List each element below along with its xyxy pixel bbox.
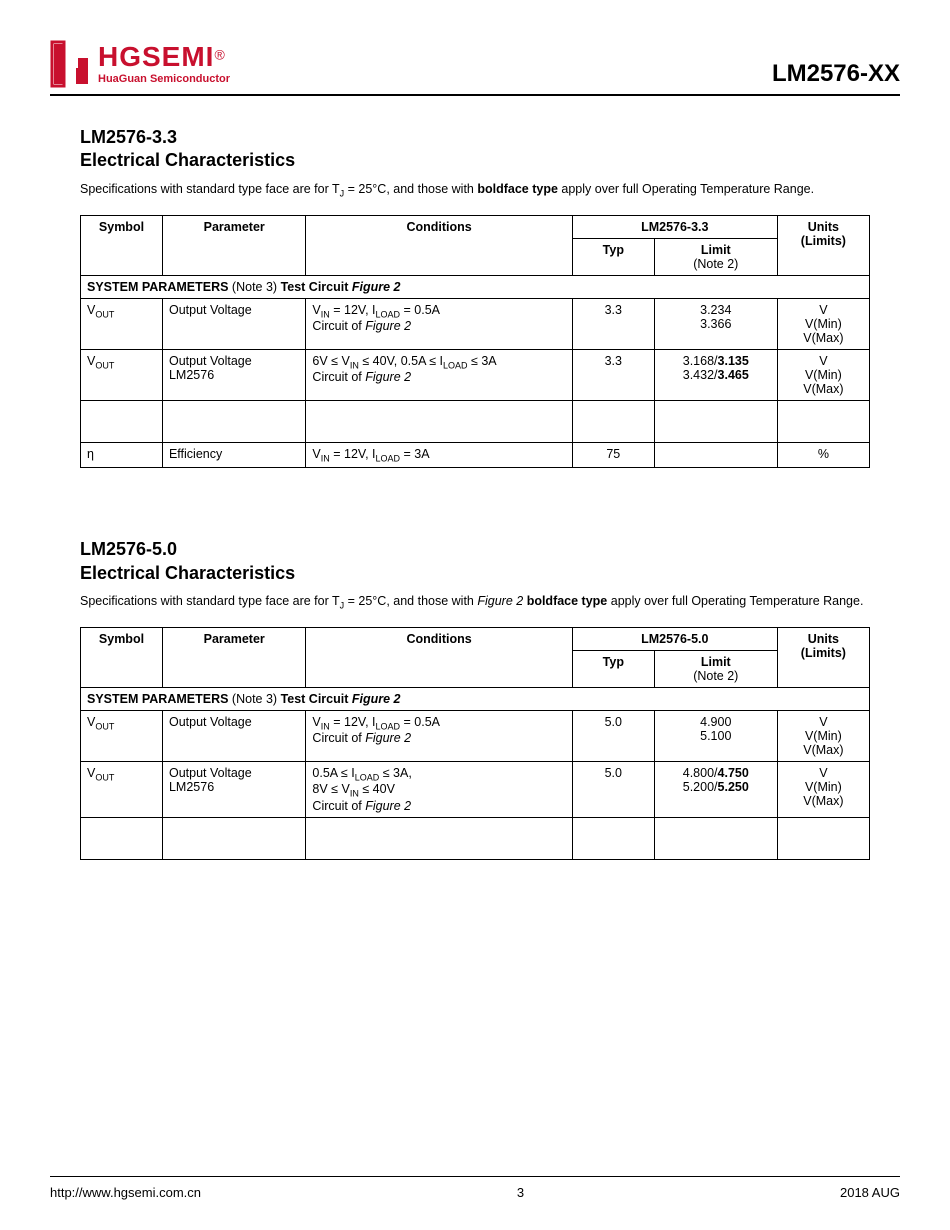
- cell-limit: 3.234 3.366: [654, 298, 777, 349]
- section2-spec-note: Specifications with standard type face a…: [80, 591, 870, 613]
- th-units: Units (Limits): [777, 627, 869, 687]
- cell-units: V V(Min) V(Max): [777, 761, 869, 817]
- th-parameter: Parameter: [162, 215, 305, 275]
- cell-conditions: VIN = 12V, ILOAD = 0.5A Circuit of Figur…: [306, 710, 572, 761]
- section2-title-part: LM2576-5.0: [80, 539, 177, 559]
- cell-symbol: VOUT: [81, 298, 163, 349]
- cell-limit: 4.800/4.750 5.200/5.250: [654, 761, 777, 817]
- logo-registered-icon: ®: [214, 47, 224, 63]
- table-row: VOUT Output VoltageLM2576 6V ≤ VIN ≤ 40V…: [81, 349, 870, 400]
- th-units: Units (Limits): [777, 215, 869, 275]
- th-symbol: Symbol: [81, 215, 163, 275]
- th-parameter: Parameter: [162, 627, 305, 687]
- th-limit: Limit (Note 2): [654, 650, 777, 687]
- cell-limit: 3.168/3.135 3.432/3.465: [654, 349, 777, 400]
- table-empty-row: [81, 817, 870, 859]
- footer-page-number: 3: [517, 1185, 524, 1200]
- th-conditions: Conditions: [306, 215, 572, 275]
- th-device: LM2576-5.0: [572, 627, 777, 650]
- cell-typ: 75: [572, 442, 654, 468]
- section2-table: Symbol Parameter Conditions LM2576-5.0 U…: [80, 627, 870, 860]
- th-typ: Typ: [572, 650, 654, 687]
- cell-conditions: 0.5A ≤ ILOAD ≤ 3A, 8V ≤ VIN ≤ 40V Circui…: [306, 761, 572, 817]
- system-params-row: SYSTEM PARAMETERS (Note 3) Test Circuit …: [81, 275, 870, 298]
- cell-typ: 5.0: [572, 761, 654, 817]
- cell-parameter: Output VoltageLM2576: [162, 761, 305, 817]
- th-conditions: Conditions: [306, 627, 572, 687]
- th-typ: Typ: [572, 238, 654, 275]
- datasheet-page: HGSEMI® HuaGuan Semiconductor LM2576-XX …: [0, 0, 950, 1230]
- section1-title: LM2576-3.3 Electrical Characteristics: [80, 126, 870, 173]
- part-number: LM2576-XX: [772, 60, 900, 88]
- logo-block: HGSEMI® HuaGuan Semiconductor: [50, 40, 230, 88]
- cell-typ: 3.3: [572, 298, 654, 349]
- cell-units: V V(Min) V(Max): [777, 298, 869, 349]
- table-header-row: Symbol Parameter Conditions LM2576-5.0 U…: [81, 627, 870, 650]
- cell-units: V V(Min) V(Max): [777, 710, 869, 761]
- cell-units: V V(Min) V(Max): [777, 349, 869, 400]
- cell-units: %: [777, 442, 869, 468]
- cell-conditions: 6V ≤ VIN ≤ 40V, 0.5A ≤ ILOAD ≤ 3A Circui…: [306, 349, 572, 400]
- cell-symbol: η: [81, 442, 163, 468]
- cell-parameter: Output VoltageLM2576: [162, 349, 305, 400]
- cell-typ: 5.0: [572, 710, 654, 761]
- table-row-efficiency: η Efficiency VIN = 12V, ILOAD = 3A 75 %: [81, 442, 870, 468]
- cell-parameter: Efficiency: [162, 442, 305, 468]
- logo-main-text: HGSEMI: [98, 41, 214, 72]
- section1-spec-note: Specifications with standard type face a…: [80, 179, 870, 201]
- th-symbol: Symbol: [81, 627, 163, 687]
- footer-url: http://www.hgsemi.com.cn: [50, 1185, 201, 1200]
- cell-symbol: VOUT: [81, 349, 163, 400]
- cell-typ: 3.3: [572, 349, 654, 400]
- page-content: LM2576-3.3 Electrical Characteristics Sp…: [50, 126, 900, 860]
- logo-text: HGSEMI® HuaGuan Semiconductor: [98, 43, 230, 85]
- table-empty-row: [81, 400, 870, 442]
- logo-icon: [50, 40, 92, 88]
- table-header-row: Symbol Parameter Conditions LM2576-3.3 U…: [81, 215, 870, 238]
- cell-symbol: VOUT: [81, 710, 163, 761]
- section1-title-subtitle: Electrical Characteristics: [80, 150, 295, 170]
- cell-symbol: VOUT: [81, 761, 163, 817]
- section2-title-subtitle: Electrical Characteristics: [80, 563, 295, 583]
- th-device: LM2576-3.3: [572, 215, 777, 238]
- logo-subtitle: HuaGuan Semiconductor: [98, 73, 230, 85]
- section2-title: LM2576-5.0 Electrical Characteristics: [80, 538, 870, 585]
- th-limit: Limit (Note 2): [654, 238, 777, 275]
- page-header: HGSEMI® HuaGuan Semiconductor LM2576-XX: [50, 40, 900, 96]
- cell-parameter: Output Voltage: [162, 710, 305, 761]
- cell-conditions: VIN = 12V, ILOAD = 0.5A Circuit of Figur…: [306, 298, 572, 349]
- cell-limit: 4.900 5.100: [654, 710, 777, 761]
- table-row: VOUT Output Voltage VIN = 12V, ILOAD = 0…: [81, 298, 870, 349]
- system-params-row: SYSTEM PARAMETERS (Note 3) Test Circuit …: [81, 687, 870, 710]
- section1-title-part: LM2576-3.3: [80, 127, 177, 147]
- table-row: VOUT Output VoltageLM2576 0.5A ≤ ILOAD ≤…: [81, 761, 870, 817]
- cell-limit: [654, 442, 777, 468]
- table-row: VOUT Output Voltage VIN = 12V, ILOAD = 0…: [81, 710, 870, 761]
- cell-conditions: VIN = 12V, ILOAD = 3A: [306, 442, 572, 468]
- cell-parameter: Output Voltage: [162, 298, 305, 349]
- page-footer: http://www.hgsemi.com.cn 3 2018 AUG: [50, 1176, 900, 1200]
- section1-table: Symbol Parameter Conditions LM2576-3.3 U…: [80, 215, 870, 469]
- footer-date: 2018 AUG: [840, 1185, 900, 1200]
